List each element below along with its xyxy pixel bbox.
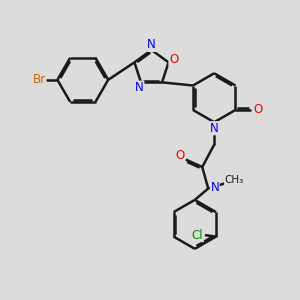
Text: CH₃: CH₃ — [225, 175, 244, 184]
Text: Cl: Cl — [192, 229, 203, 242]
Text: O: O — [169, 53, 178, 66]
Text: N: N — [147, 38, 156, 51]
Text: Br: Br — [33, 73, 46, 86]
Text: O: O — [253, 103, 262, 116]
Text: N: N — [210, 122, 219, 135]
Text: N: N — [135, 81, 144, 94]
Text: O: O — [175, 148, 184, 162]
Text: N: N — [210, 181, 219, 194]
